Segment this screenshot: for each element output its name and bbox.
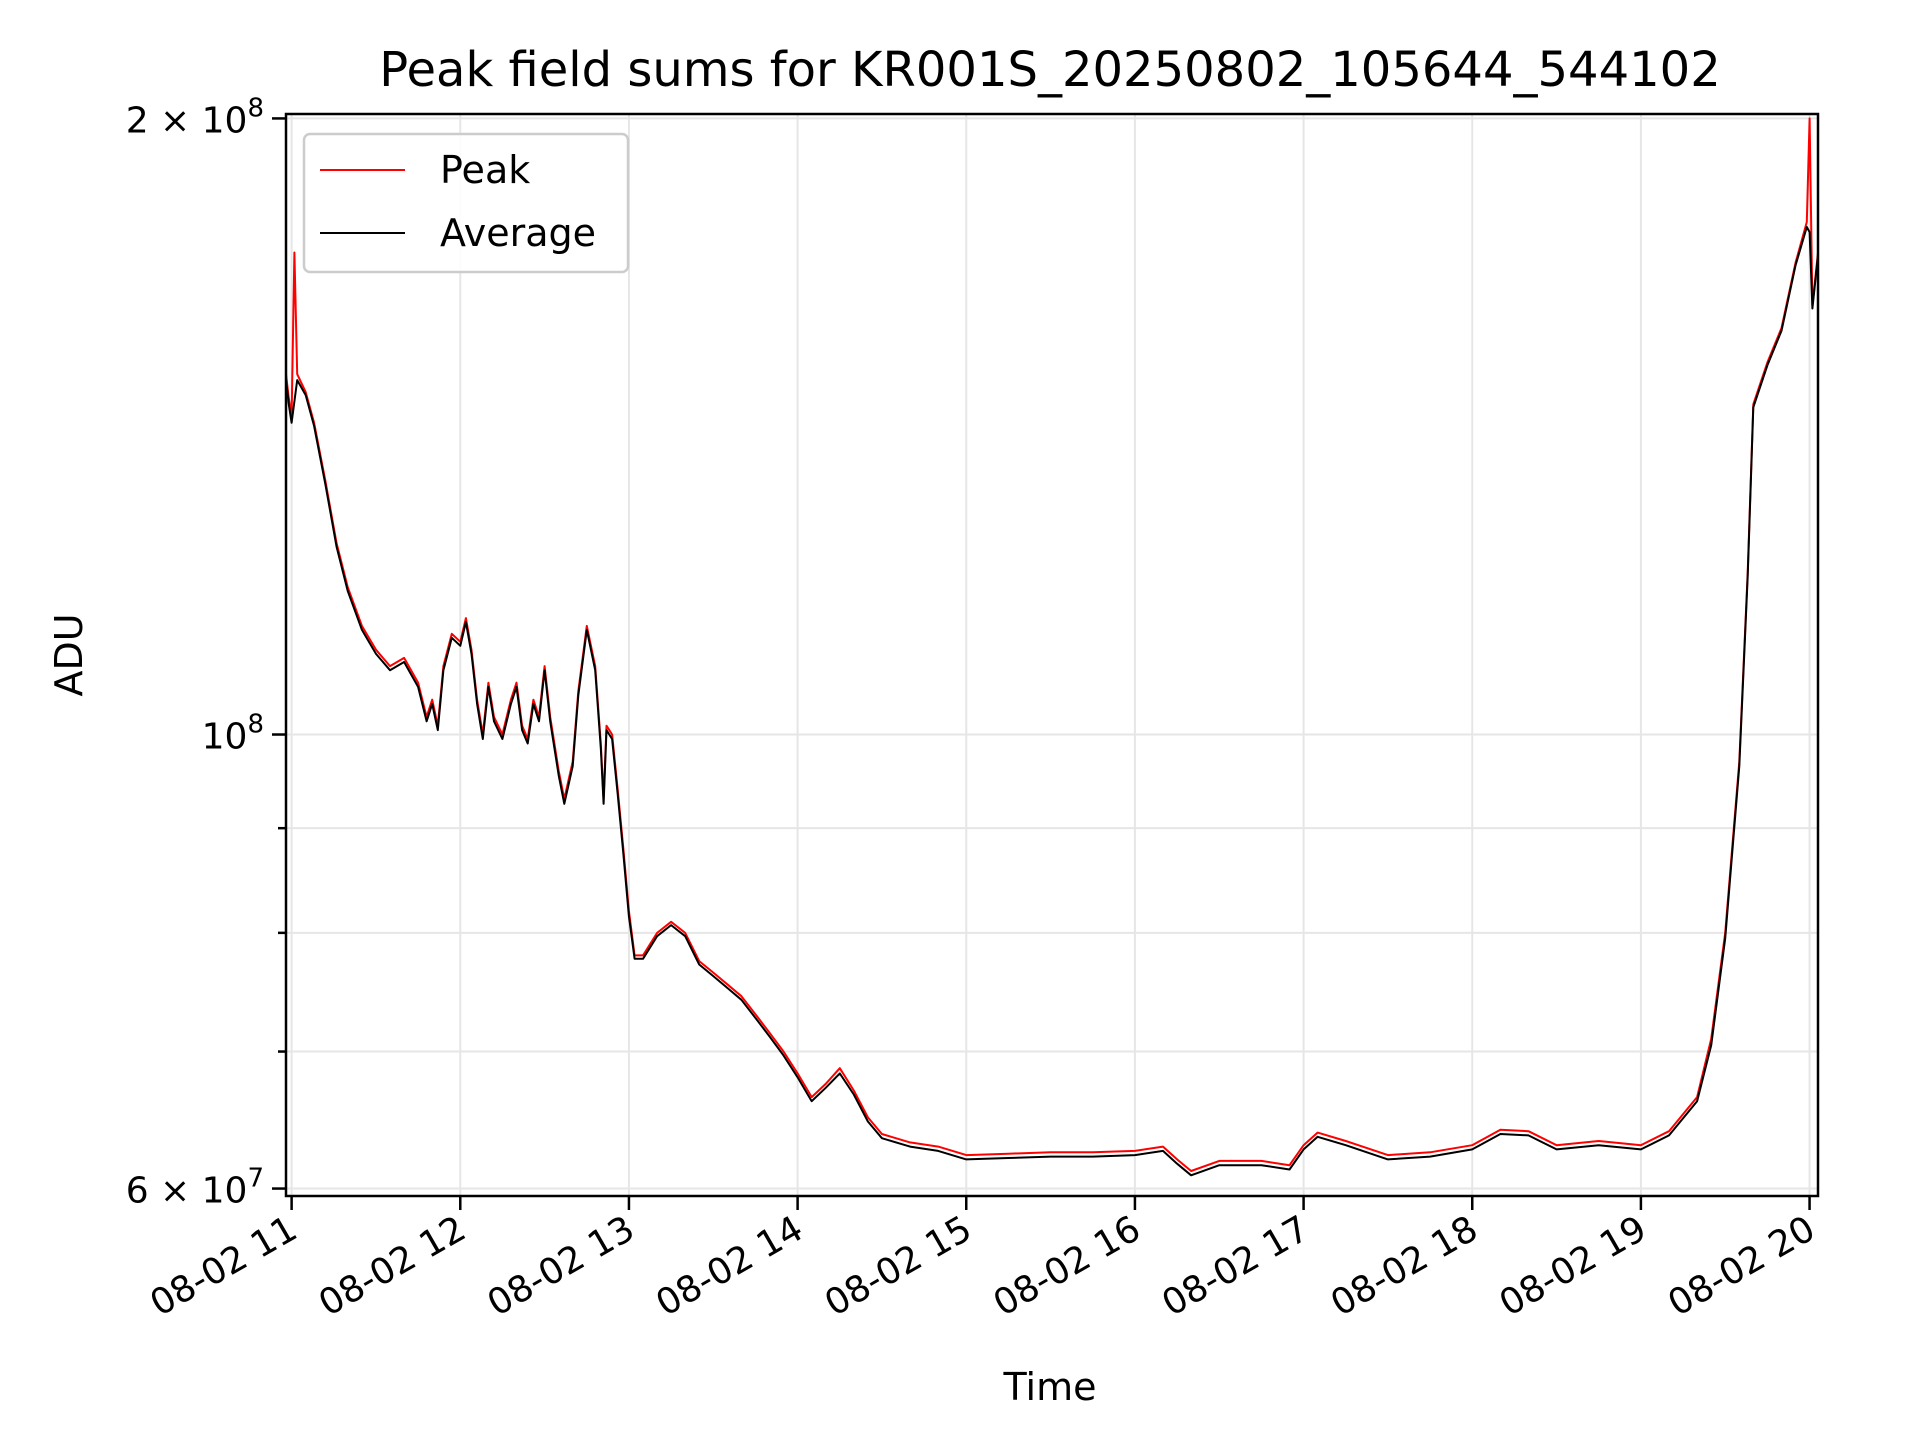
x-axis-label: Time	[1003, 1365, 1097, 1409]
y-axis: 2 × 108 108 6 × 107	[126, 93, 286, 1212]
legend-label-average: Average	[440, 211, 596, 255]
series-line-average	[285, 226, 1819, 1177]
y-tick-label: 2 × 108	[126, 93, 264, 141]
chart-title: Peak field sums for KR001S_20250802_1056…	[379, 42, 1720, 98]
series-group	[285, 117, 1819, 1177]
plot-frame	[284, 112, 1820, 1198]
legend-box	[302, 132, 630, 274]
y-tick-label: 6 × 107	[126, 1164, 264, 1212]
y-axis-label: ADU	[47, 613, 91, 696]
y-tick-label: 108	[202, 710, 264, 758]
legend-label-peak: Peak	[440, 148, 530, 192]
grid	[286, 114, 1818, 1196]
legend: Peak Average	[302, 132, 630, 274]
